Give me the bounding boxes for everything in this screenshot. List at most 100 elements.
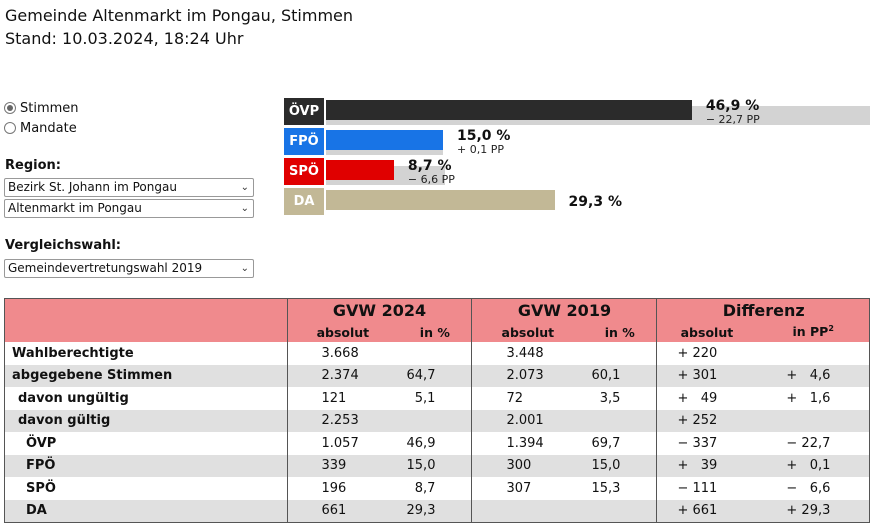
table-row: Wahlberechtigte 3.668 3.448 + 220 (4, 342, 870, 365)
table-row: ÖVP 1.057 46,9 1.394 69,7 − 337 − 22,7 (4, 432, 870, 455)
municipality-select[interactable]: Altenmarkt im Pongau ⌄ (4, 199, 254, 218)
table-cell: + 301 (656, 364, 757, 387)
pp-footnote-mark: 2 (828, 324, 834, 334)
district-select-value: Bezirk St. Johann im Pongau (8, 180, 177, 194)
diff-label: − 6,6 PP (407, 173, 455, 186)
radio-mandate-label: Mandate (20, 120, 77, 136)
subheader-percent: in % (398, 322, 472, 342)
table-cell: 46,9 (406, 435, 436, 451)
table-cell: − 22,7 (786, 435, 831, 451)
timestamp-line: Stand: 10.03.2024, 18:24 Uhr (5, 29, 244, 48)
subheader-pp: in PP2 (756, 322, 870, 342)
table-cell: + 49 (656, 387, 757, 410)
table-cell: − 337 (656, 432, 757, 455)
table-cell: 3,5 (599, 390, 621, 406)
table-cell (398, 342, 472, 365)
table-row: SPÖ 196 8,7 307 15,3 − 111 − 6,6 (4, 477, 870, 500)
table-cell: 60,1 (583, 364, 657, 387)
table-cell: 3.668 (286, 342, 399, 365)
chevron-down-icon: ⌄ (240, 263, 249, 274)
table-cell: 15,0 (583, 454, 657, 477)
municipality-select-value: Altenmarkt im Pongau (8, 201, 142, 215)
comparison-select[interactable]: Gemeindevertretungswahl 2019 ⌄ (4, 259, 254, 278)
table-cell: + 661 (656, 499, 757, 522)
table-row: davon gültig 2.253 2.001 + 252 (4, 409, 870, 432)
table-cell (583, 342, 657, 365)
row-label: Wahlberechtigte (12, 345, 134, 361)
comparison-label: Vergleichswahl: (5, 238, 122, 253)
result-bar (326, 100, 692, 120)
percent-label: 29,3 % (568, 194, 622, 210)
table-cell (583, 499, 657, 522)
diff-label: + 0,1 PP (457, 143, 504, 156)
row-label: abgegebene Stimmen (4, 364, 287, 387)
table-cell: 1.057 (286, 432, 399, 455)
table-cell: 64,7 (398, 364, 472, 387)
table-cell (756, 409, 870, 432)
subheader-absolut: absolut (656, 322, 757, 342)
radio-stimmen-label: Stimmen (20, 100, 79, 116)
radio-unchecked-icon[interactable] (4, 122, 16, 134)
table-cell: 15,0 (398, 454, 472, 477)
table-cell: 307 (471, 477, 584, 500)
chevron-down-icon: ⌄ (240, 182, 249, 193)
radio-checked-icon[interactable] (4, 102, 16, 114)
results-table: GVW 2024 GVW 2019 Differenz absolut in %… (4, 298, 870, 522)
radio-mandate[interactable]: Mandate (4, 118, 79, 138)
percent-label: 15,0 % (457, 128, 511, 144)
table-cell: 1.394 (471, 432, 584, 455)
table-cell (471, 499, 584, 522)
table-cell: 15,3 (591, 480, 621, 496)
percent-label: 46,9 % (705, 98, 760, 114)
table-row: abgegebene Stimmen 2.374 64,7 2.073 60,1 + 30… (4, 364, 870, 387)
group-header-2024: GVW 2024 (286, 298, 472, 322)
table-cell: + 1,6 (786, 390, 831, 406)
table-row: davon ungültig 121 5,1 72 3,5 + 49 + 1,6 (4, 387, 870, 410)
party-badge: SPÖ (284, 158, 324, 185)
table-row: FPÖ 339 15,0 300 15,0 + 39 + 0,1 (4, 454, 870, 477)
mode-radio-group: Stimmen Mandate (4, 98, 79, 138)
table-cell: + 252 (656, 409, 757, 432)
result-bar (326, 190, 555, 210)
table-cell: + 29,3 (756, 499, 870, 522)
row-label: DA (4, 499, 287, 522)
table-cell: 2.374 (286, 364, 399, 387)
result-bar (326, 130, 443, 150)
table-cell: + 220 (656, 342, 757, 365)
table-cell: − 6,6 (786, 480, 831, 496)
page-title: Gemeinde Altenmarkt im Pongau, Stimmen S… (5, 4, 353, 50)
diff-label: − 22,7 PP (705, 113, 760, 126)
table-cell: 2.253 (286, 409, 399, 432)
party-badge: FPÖ (284, 128, 324, 155)
chevron-down-icon: ⌄ (240, 203, 249, 214)
subheader-absolut: absolut (286, 322, 399, 342)
subheader-absolut: absolut (471, 322, 584, 342)
district-select[interactable]: Bezirk St. Johann im Pongau ⌄ (4, 178, 254, 197)
percent-label: 8,7 % (407, 158, 452, 174)
table-corner-header (4, 298, 287, 342)
row-label: FPÖ (4, 454, 287, 477)
subheader-percent: in % (583, 322, 657, 342)
group-header-diff: Differenz (656, 298, 870, 322)
table-cell: 3.448 (471, 342, 584, 365)
comparison-select-value: Gemeindevertretungswahl 2019 (8, 261, 203, 275)
row-label: davon ungültig (18, 390, 129, 406)
table-cell: − 111 (656, 477, 757, 500)
subheader-pp-label: in PP (792, 324, 829, 340)
table-cell: 2.001 (471, 409, 584, 432)
party-badge: ÖVP (284, 98, 324, 125)
table-cell: 661 (286, 499, 399, 522)
table-cell (583, 409, 657, 432)
row-label: ÖVP (26, 435, 57, 451)
result-bar (326, 160, 394, 180)
table-cell: 5,1 (414, 390, 436, 406)
table-cell: 69,7 (591, 435, 621, 451)
row-label: davon gültig (4, 409, 287, 432)
group-header-2019: GVW 2019 (471, 298, 657, 322)
table-row: DA 661 29,3 + 661 + 29,3 (4, 499, 870, 522)
table-cell: 8,7 (414, 480, 436, 496)
party-badge: DA (284, 188, 324, 215)
row-label: SPÖ (26, 480, 56, 496)
region-label: Region: (5, 158, 61, 173)
radio-stimmen[interactable]: Stimmen (4, 98, 79, 118)
